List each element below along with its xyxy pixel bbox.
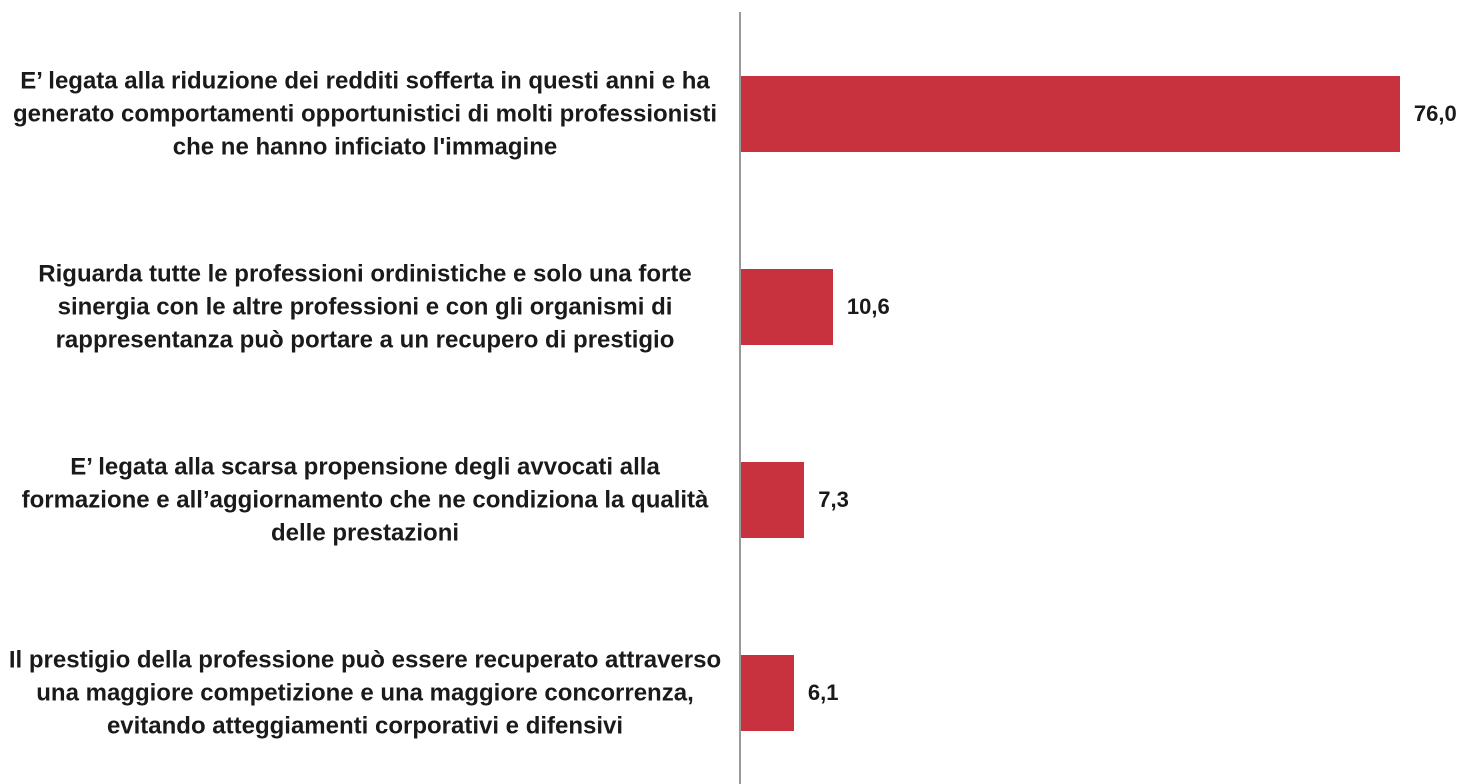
- bar: [741, 462, 805, 538]
- category-label: Riguarda tutte le professioni ordinistic…: [38, 260, 692, 354]
- value-label: 7,3: [818, 487, 849, 512]
- value-label: 6,1: [807, 680, 839, 705]
- bar: [741, 655, 794, 731]
- category-label: E’ legata alla riduzione dei redditi sof…: [12, 67, 718, 161]
- bar: [741, 76, 1400, 152]
- category-axis: [739, 12, 741, 784]
- category-label: Il prestigio della professione può esser…: [8, 646, 722, 740]
- value-label: 76,0: [1413, 101, 1457, 126]
- bar: [741, 269, 833, 345]
- category-label: E’ legata alla scarsa propensione degli …: [21, 453, 709, 547]
- value-label: 10,6: [846, 294, 890, 319]
